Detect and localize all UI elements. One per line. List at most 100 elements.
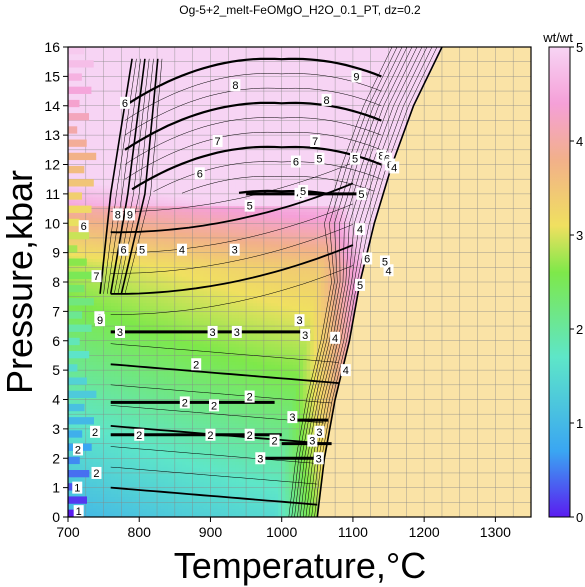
field-cell (217, 487, 222, 492)
field-cell (92, 464, 98, 468)
field-cell (210, 511, 215, 515)
field-cell (192, 502, 197, 506)
field-cell (174, 481, 180, 486)
field-cell (139, 493, 144, 498)
field-cell (260, 484, 265, 489)
field-cell (135, 502, 140, 506)
field-cell (146, 505, 151, 509)
field-cell (206, 499, 212, 503)
field-cell (132, 464, 137, 468)
field-cell (178, 481, 183, 486)
field-cell (128, 508, 133, 512)
field-cell (178, 484, 183, 489)
field-cell (132, 440, 137, 445)
field-cell (271, 452, 276, 456)
field-cell (235, 458, 240, 462)
field-cell (146, 446, 151, 451)
field-cell (85, 514, 90, 517)
field-cell (121, 470, 126, 474)
field-cell (92, 502, 98, 506)
field-cell (185, 505, 190, 509)
field-cell (124, 446, 130, 451)
field-cell (185, 502, 190, 506)
field-cell (249, 443, 254, 448)
field-cell (214, 464, 219, 468)
field-cell (124, 437, 130, 442)
field-cell (196, 443, 201, 448)
field-cell (210, 484, 215, 489)
field-cell (253, 499, 258, 503)
field-cell (128, 514, 133, 517)
field-cell (299, 434, 304, 439)
field-cell (75, 502, 80, 506)
field-cell (82, 455, 87, 459)
field-cell (167, 484, 172, 489)
field-cell (82, 505, 87, 509)
field-cell (110, 446, 115, 451)
field-cell (68, 502, 73, 506)
field-cell (114, 484, 119, 489)
field-cell (71, 475, 76, 480)
field-cell (92, 455, 98, 459)
field-cell (295, 502, 301, 506)
field-cell (128, 440, 133, 445)
field-cell (174, 437, 180, 442)
field-cell (178, 437, 183, 442)
field-cell (189, 481, 194, 486)
field-cell (96, 493, 101, 498)
field-cell (217, 437, 222, 442)
field-cell (260, 502, 265, 506)
field-cell (117, 446, 123, 451)
field-cell (117, 496, 123, 500)
field-cell (100, 455, 105, 459)
field-cell (224, 493, 229, 498)
field-cell (128, 428, 133, 433)
field-cell (313, 499, 318, 503)
field-cell (253, 440, 258, 445)
field-cell (274, 484, 279, 489)
field-cell (160, 472, 165, 477)
field-cell (107, 443, 112, 448)
field-cell (174, 470, 180, 474)
field-cell (85, 487, 90, 492)
field-cell (214, 499, 219, 503)
field-cell (238, 499, 244, 503)
field-cell (82, 452, 87, 456)
field-cell (103, 446, 108, 451)
field-cell (206, 508, 212, 512)
field-cell (181, 437, 187, 442)
field-cell (85, 434, 90, 439)
field-cell (96, 452, 101, 456)
field-cell (114, 467, 119, 471)
field-cell (267, 446, 272, 451)
field-cell (235, 487, 240, 492)
field-cell (221, 467, 226, 471)
field-cell (310, 449, 315, 453)
field-cell (217, 505, 222, 509)
field-cell (317, 481, 322, 486)
field-cell (256, 502, 261, 506)
field-cell (271, 449, 276, 453)
field-cell (157, 467, 162, 471)
field-cell (107, 431, 112, 436)
field-cell (253, 449, 258, 453)
field-cell (238, 502, 244, 506)
field-cell (221, 458, 226, 462)
field-cell (96, 487, 101, 492)
field-cell (117, 499, 123, 503)
field-cell (68, 440, 73, 445)
field-cell (196, 502, 201, 506)
field-cell (267, 467, 272, 471)
field-cell (103, 511, 108, 515)
field-cell (142, 499, 147, 503)
field-cell (231, 484, 236, 489)
field-cell (160, 461, 165, 465)
field-cell (167, 437, 172, 442)
field-cell (181, 446, 187, 451)
field-cell (132, 493, 137, 498)
field-cell (313, 490, 318, 495)
field-cell (246, 478, 251, 483)
field-cell (292, 431, 297, 436)
field-cell (142, 434, 147, 439)
field-cell (263, 458, 269, 462)
